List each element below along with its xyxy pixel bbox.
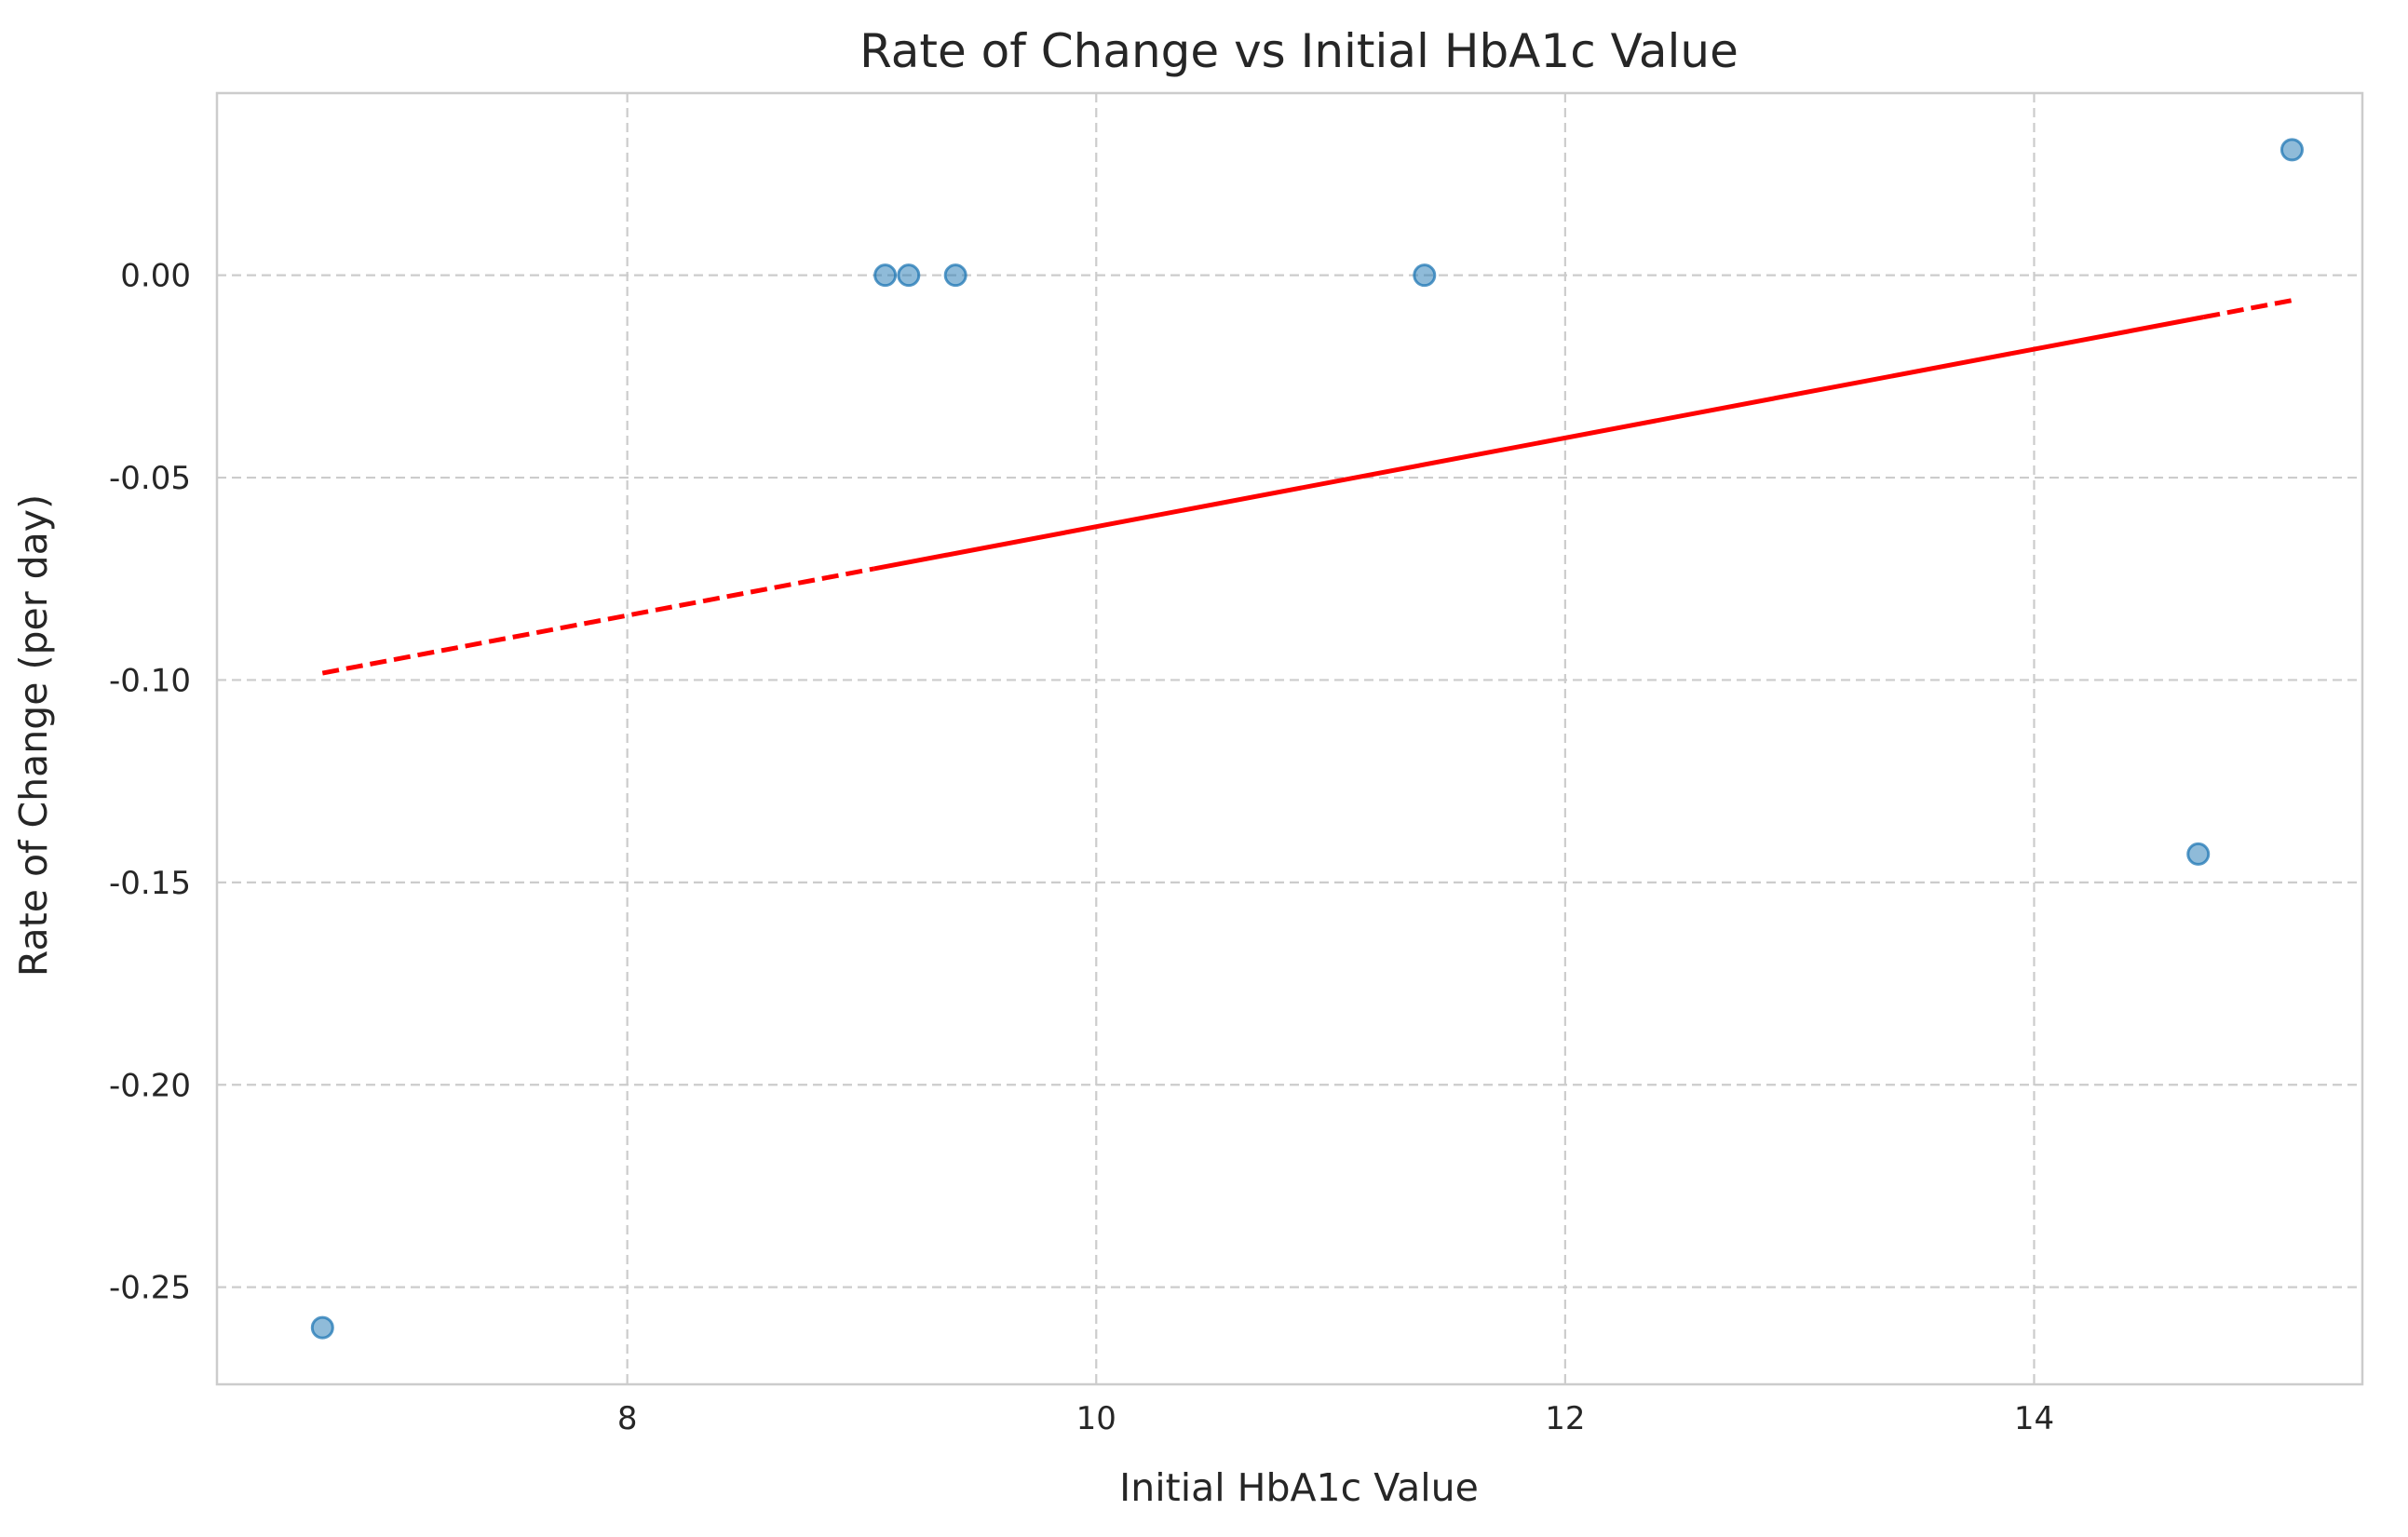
trendline-solid: [873, 315, 2204, 572]
y-tick-label: -0.10: [109, 662, 191, 699]
plot-frame: [215, 91, 2364, 1386]
y-tick-label: -0.20: [109, 1067, 191, 1104]
x-tick-label: 14: [2014, 1400, 2054, 1437]
data-points: [310, 138, 2304, 1340]
y-tick-label: -0.15: [109, 865, 191, 902]
y-tick-labels: 0.00 -0.05 -0.10 -0.15 -0.20 -0.25: [109, 258, 191, 1307]
y-tick-label: -0.05: [109, 460, 191, 497]
scatter-point: [943, 263, 967, 288]
grid-lines: [217, 93, 2362, 1384]
y-tick-label: 0.00: [120, 258, 191, 295]
trendline-group: [321, 298, 2293, 676]
scatter-point: [1413, 263, 1437, 288]
x-tick-label: 12: [1545, 1400, 1585, 1437]
scatter-point: [310, 1315, 334, 1340]
x-axis-label: Initial HbA1c Value: [1119, 1465, 1479, 1510]
x-tick-labels: 8 10 12 14: [617, 1400, 2054, 1437]
scatter-point: [2186, 842, 2211, 866]
y-tick-label: -0.25: [109, 1270, 191, 1307]
x-tick-label: 10: [1076, 1400, 1116, 1437]
trendline-dashed-start: [321, 566, 875, 676]
scatter-point: [873, 263, 898, 288]
y-axis-label: Rate of Change (per day): [11, 494, 56, 977]
trendline-dashed-end: [2202, 298, 2293, 320]
x-tick-label: 8: [617, 1400, 638, 1437]
scatter-point: [2279, 138, 2304, 162]
scatter-point: [897, 263, 921, 288]
chart-title: Rate of Change vs Initial HbA1c Value: [859, 24, 1738, 78]
